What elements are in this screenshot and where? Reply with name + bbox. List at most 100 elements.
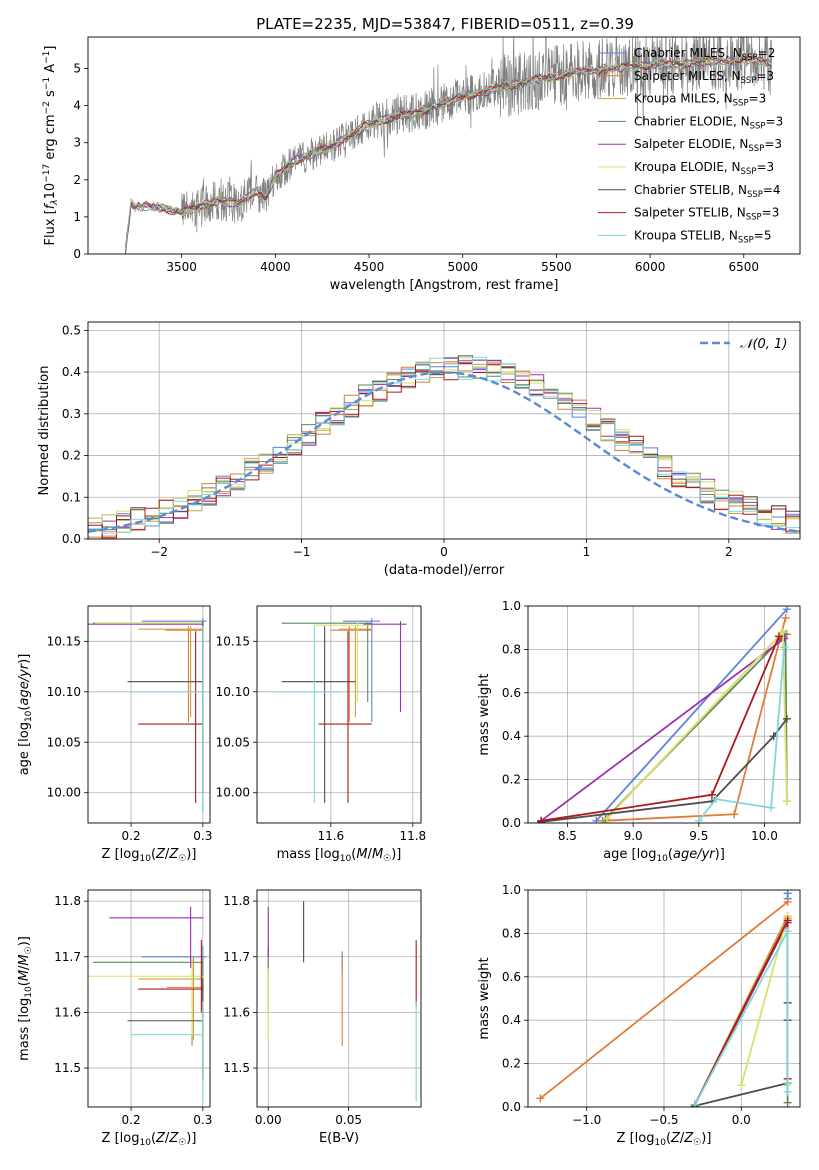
data-point [93, 622, 204, 702]
legend-label-sub: SSP [741, 167, 757, 177]
label-part: / [165, 847, 170, 862]
y-tick-label: 0 [73, 247, 81, 261]
label-part: f [43, 202, 58, 209]
legend-label: Salpeter STELIB, NSSP=3 [634, 206, 779, 223]
label-part: Flux [ [43, 209, 58, 245]
legend-label: Chabrier STELIB, NSSP=4 [634, 183, 781, 200]
plus-marker [537, 816, 546, 823]
label-part: ( [151, 1131, 156, 1146]
x-tick-label: 0.2 [122, 1113, 141, 1127]
x-axis-label: (data-model)/error [384, 563, 505, 578]
label-part: )] [186, 847, 196, 862]
label-part: Z [168, 1131, 179, 1146]
x-axis-label: mass [log10(M/M☉)] [277, 847, 402, 864]
data-point [165, 626, 204, 723]
legend-label-count: =5 [754, 228, 772, 242]
legend-label-text: Kroupa ELODIE, N [634, 160, 741, 174]
y-tick-label: 10.15 [47, 634, 81, 648]
weight-line-8 [694, 930, 789, 1106]
data-point [314, 622, 372, 702]
y-tick-label: 0.0 [62, 532, 81, 546]
legend-label-text: Chabrier STELIB, N [634, 183, 747, 197]
x-tick-label: 4500 [354, 260, 385, 274]
plus-marker [782, 606, 791, 614]
y-tick-label: 0.3 [62, 407, 81, 421]
axes-frame [87, 605, 211, 824]
label-part: )] [17, 654, 32, 664]
plus-marker [737, 1081, 746, 1090]
y-tick-label: 11.6 [54, 1005, 81, 1019]
x-tick-label: 0.2 [122, 829, 141, 843]
legend-label-count: =2 [758, 46, 776, 60]
plus-marker [767, 803, 776, 812]
plot-area [528, 890, 800, 1107]
legend-label: Chabrier ELODIE, NSSP=3 [634, 114, 783, 131]
y-tick-label: 11.8 [223, 894, 250, 908]
label-part: 10 [24, 710, 34, 722]
label-part: )] [715, 847, 725, 862]
data-point [138, 956, 204, 1041]
axes-frame [87, 889, 211, 1108]
axes-frame [256, 605, 422, 824]
label-part: erg cm [43, 114, 58, 163]
label-part: ] [43, 46, 58, 51]
data-point [281, 622, 372, 702]
plus-marker [711, 795, 720, 804]
y-tick-label: 0.6 [502, 970, 521, 984]
plot-area [88, 606, 210, 823]
y-tick-label: 10.05 [47, 735, 81, 749]
panel-mass_vs_Z: 0.2 0.311.511.611.711.8Z [log10(Z/Z☉)]mas… [17, 889, 212, 1148]
label-part: −1 [42, 77, 52, 90]
legend-label-sub: SSP [742, 53, 758, 63]
panel-weight_vs_Z: −1.0 −0.5 0.00.00.20.40.60.81.0Z [log10(Z/… [477, 883, 801, 1148]
y-tick-label: 11.5 [223, 1061, 250, 1075]
data-point [281, 626, 356, 803]
legend-label-sub: SSP [750, 121, 766, 131]
x-tick-label: 10.0 [751, 829, 778, 843]
legend-label: Kroupa MILES, NSSP=3 [634, 92, 766, 109]
weight-line-4 [540, 637, 785, 822]
y-tick-label: 11.7 [223, 950, 250, 964]
y-tick-label: 0.6 [502, 686, 521, 700]
legend-label: Kroupa STELIB, NSSP=5 [634, 228, 772, 245]
plot-area [125, 37, 773, 254]
weight-line-6 [540, 718, 788, 823]
x-axis-label: Z [log10(Z/Z☉)] [617, 1131, 712, 1148]
x-tick-label: 0.0 [732, 1113, 751, 1127]
label-part: Z [168, 847, 179, 862]
plus-marker [783, 1098, 792, 1107]
x-tick-label: 5000 [447, 260, 478, 274]
label-part: / [680, 1131, 685, 1146]
label-part: Z [155, 847, 166, 862]
legend-label-count: =3 [749, 92, 767, 106]
plus-marker [536, 1094, 545, 1103]
data-point [339, 626, 372, 718]
x-tick-label: 1 [583, 545, 591, 559]
label-part: )] [701, 1131, 711, 1146]
x-axis-label: wavelength [Angstrom, rest frame] [330, 278, 559, 293]
label-part: / [165, 1131, 170, 1146]
label-part: age [log [603, 847, 656, 862]
x-tick-label: 5500 [541, 260, 572, 274]
label-part: Z [683, 1131, 694, 1146]
y-tick-label: 11.5 [54, 1061, 81, 1075]
panel-spectrum: 3500 4000 4500 5000 5500 6000 6500 0 1 2 3 4 5 wavele… [42, 36, 801, 293]
y-tick-label: 4 [73, 99, 81, 113]
x-tick-label: 6500 [729, 260, 760, 274]
label-part: 10 [43, 183, 58, 200]
legend-label-text: Chabrier MILES, N [634, 46, 742, 60]
y-tick-label: 1.0 [502, 599, 521, 613]
x-axis-label: E(B-V) [319, 1131, 359, 1146]
plus-marker [782, 797, 791, 806]
y-tick-label: 11.6 [223, 1005, 250, 1019]
label-part: ( [666, 1131, 671, 1146]
y-tick-label: 0.0 [502, 816, 521, 830]
x-tick-label: 8.5 [558, 829, 577, 843]
axes-frame [256, 889, 422, 1108]
label-part: mass [log [277, 847, 340, 862]
label-part: −17 [42, 164, 52, 183]
label-part: age/yr [673, 847, 716, 862]
x-tick-label: 4000 [260, 260, 291, 274]
label-part: ☉ [178, 1138, 186, 1148]
